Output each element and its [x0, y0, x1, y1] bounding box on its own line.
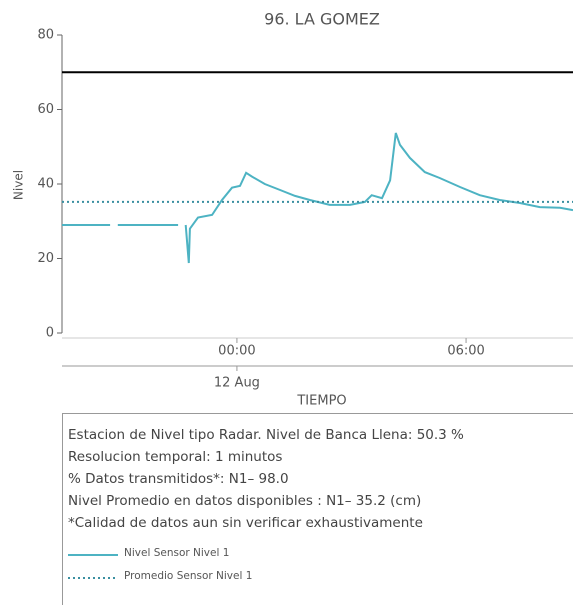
- note: *Calidad de datos aun sin verificar exha…: [68, 515, 423, 531]
- chart-title: 96. LA GOMEZ: [264, 10, 380, 29]
- y-tick-label: 80: [37, 28, 54, 43]
- note: % Datos transmitidos*: N1– 98.0: [68, 471, 289, 487]
- y-tick-label: 0: [46, 326, 54, 341]
- legend-label: Nivel Sensor Nivel 1: [124, 547, 229, 559]
- note: Estacion de Nivel tipo Radar. Nivel de B…: [68, 427, 464, 443]
- notes-box: [62, 413, 573, 605]
- y-tick-label: 40: [37, 177, 54, 192]
- series-line: [62, 132, 573, 264]
- x-axis-label: TIEMPO: [296, 394, 346, 409]
- x-date-label: 12 Aug: [214, 376, 260, 391]
- note: Resolucion temporal: 1 minutos: [68, 449, 282, 465]
- note: Nivel Promedio en datos disponibles : N1…: [68, 493, 421, 509]
- y-axis-label: Nivel: [12, 170, 26, 200]
- x-tick-label: 06:00: [447, 344, 484, 359]
- y-tick-label: 20: [37, 251, 54, 266]
- x-tick-label: 00:00: [218, 344, 255, 359]
- legend-label: Promedio Sensor Nivel 1: [124, 570, 252, 582]
- y-tick-label: 60: [37, 102, 54, 117]
